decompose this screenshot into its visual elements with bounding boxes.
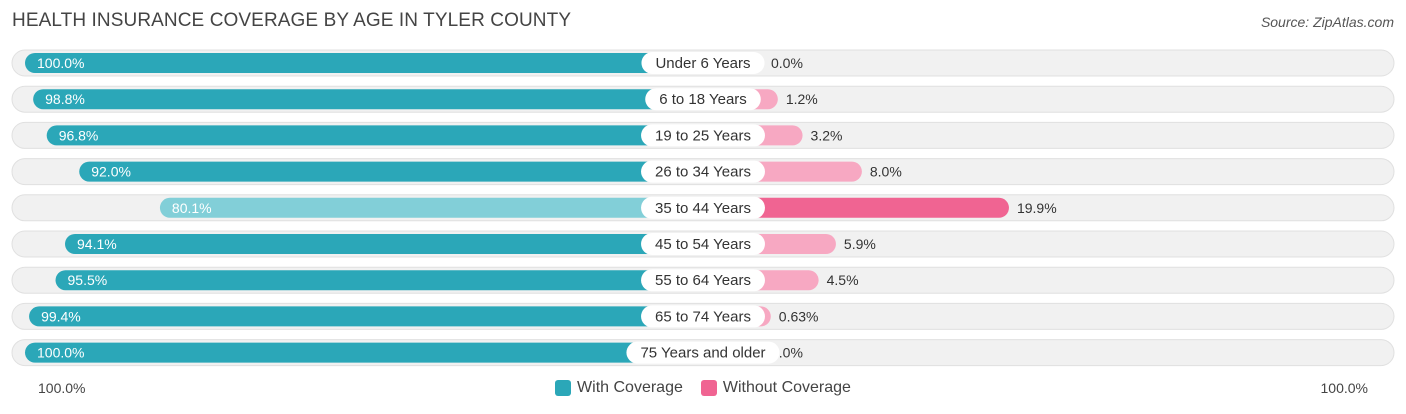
legend-swatch-with-coverage [555, 380, 572, 396]
category-label: 19 to 25 Years [655, 127, 751, 144]
category-label: 55 to 64 Years [655, 272, 751, 289]
category-pill [641, 52, 765, 74]
category-label: 45 to 54 Years [655, 236, 751, 253]
category-label: 26 to 34 Years [655, 164, 751, 181]
category-label: 35 to 44 Years [655, 200, 751, 217]
axis-right-label: 100.0% [1320, 380, 1368, 396]
category-pill [626, 341, 780, 364]
value-label-without-coverage: 5.9% [844, 236, 876, 252]
axis-left-label: 100.0% [38, 380, 86, 396]
bar-with-coverage [79, 161, 704, 182]
category-pill [641, 305, 765, 328]
value-label-with-coverage: 96.8% [59, 127, 99, 143]
value-label-without-coverage: 4.5% [827, 272, 859, 288]
category-label: Under 6 Years [655, 55, 750, 72]
value-label-without-coverage: 3.2% [811, 127, 843, 143]
category-pill [641, 160, 765, 183]
bar-without-coverage [703, 197, 1009, 218]
value-label-with-coverage: 100.0% [37, 345, 84, 361]
legend: With Coverage Without Coverage [0, 379, 1406, 397]
value-label-with-coverage: 94.1% [77, 236, 117, 252]
value-label-with-coverage: 95.5% [68, 272, 108, 288]
category-pill [641, 269, 765, 292]
value-label-without-coverage: 1.2% [786, 91, 818, 107]
value-label-without-coverage: 8.0% [870, 164, 902, 180]
bar-with-coverage [65, 234, 703, 254]
category-pill [645, 88, 761, 111]
legend-item-without-coverage: Without Coverage [700, 379, 851, 397]
value-label-with-coverage: 100.0% [37, 55, 84, 71]
category-pill [641, 124, 765, 147]
value-label-with-coverage: 98.8% [45, 91, 85, 107]
legend-label-without-coverage: Without Coverage [722, 379, 851, 396]
category-label: 6 to 18 Years [659, 91, 747, 108]
legend-swatch-without-coverage [700, 380, 717, 396]
bar-with-coverage [55, 270, 703, 291]
value-label-with-coverage: 92.0% [91, 164, 131, 180]
value-label-without-coverage: 0.0% [771, 345, 803, 361]
chart-title: HEALTH INSURANCE COVERAGE BY AGE IN TYLE… [12, 10, 572, 31]
bar-with-coverage [29, 306, 704, 327]
bar-with-coverage [159, 197, 703, 218]
value-label-without-coverage: 0.63% [779, 308, 819, 324]
bar-with-coverage [25, 342, 703, 363]
value-label-with-coverage: 99.4% [41, 308, 81, 324]
value-label-without-coverage: 0.0% [771, 55, 803, 71]
category-label: 75 Years and older [640, 345, 765, 362]
bar-with-coverage [46, 125, 704, 146]
legend-label-with-coverage: With Coverage [577, 379, 683, 396]
bar-with-coverage [25, 53, 703, 73]
legend-item-with-coverage: With Coverage [555, 379, 683, 397]
value-label-without-coverage: 19.9% [1017, 200, 1057, 216]
category-pill [641, 196, 765, 219]
value-label-with-coverage: 80.1% [172, 200, 212, 216]
category-pill [641, 233, 765, 255]
category-label: 65 to 74 Years [655, 308, 751, 325]
coverage-chart: 100.0% 0.0% Under 6 Years 98.8% 1.2% 6 to 18 … [11, 49, 1395, 367]
source-label: Source: ZipAtlas.com [1260, 14, 1394, 30]
bar-with-coverage [33, 89, 704, 110]
